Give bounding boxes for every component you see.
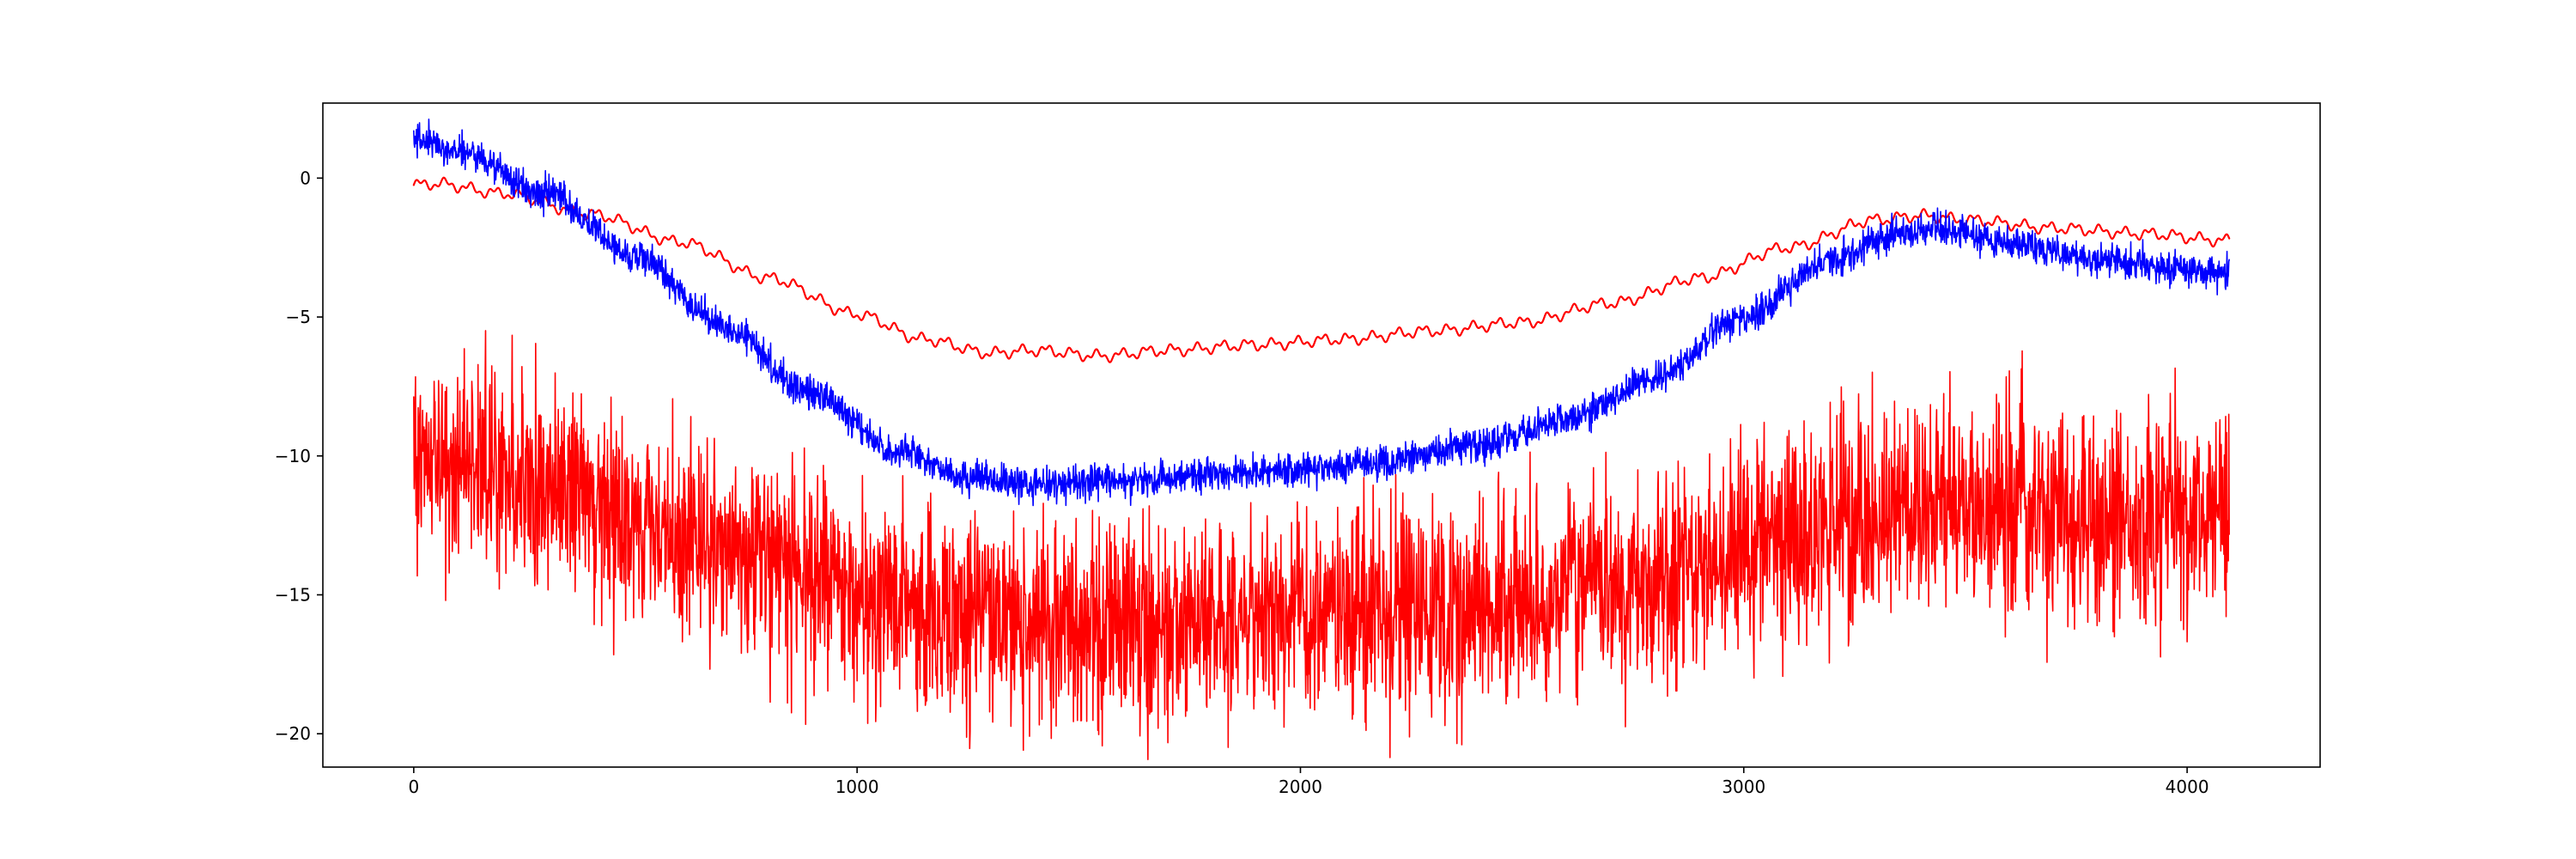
x-tick-label: 0 [408,777,419,797]
x-axis: 0 1000 2000 3000 4000 [408,767,2209,797]
y-axis: 0 −5 −10 −15 −20 [275,168,323,744]
y-tick-label: −15 [275,584,311,605]
x-tick-label: 1000 [835,777,879,797]
series-line-2 [413,119,2230,507]
series-layer [412,119,2231,760]
y-tick-label: 0 [300,168,311,188]
series-line-3 [413,330,2230,760]
x-tick-label: 3000 [1722,777,1765,797]
plot-area-frame [322,102,2321,768]
y-tick-label: −20 [275,723,311,744]
y-tick-label: −5 [286,307,311,327]
y-tick-label: −10 [275,446,311,466]
series-line-1 [412,176,2231,363]
x-tick-label: 2000 [1279,777,1322,797]
x-tick-label: 4000 [2166,777,2209,797]
